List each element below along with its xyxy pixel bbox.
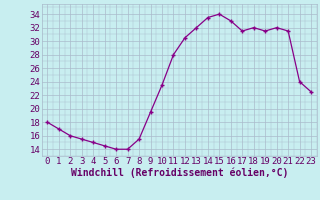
X-axis label: Windchill (Refroidissement éolien,°C): Windchill (Refroidissement éolien,°C)	[70, 168, 288, 178]
